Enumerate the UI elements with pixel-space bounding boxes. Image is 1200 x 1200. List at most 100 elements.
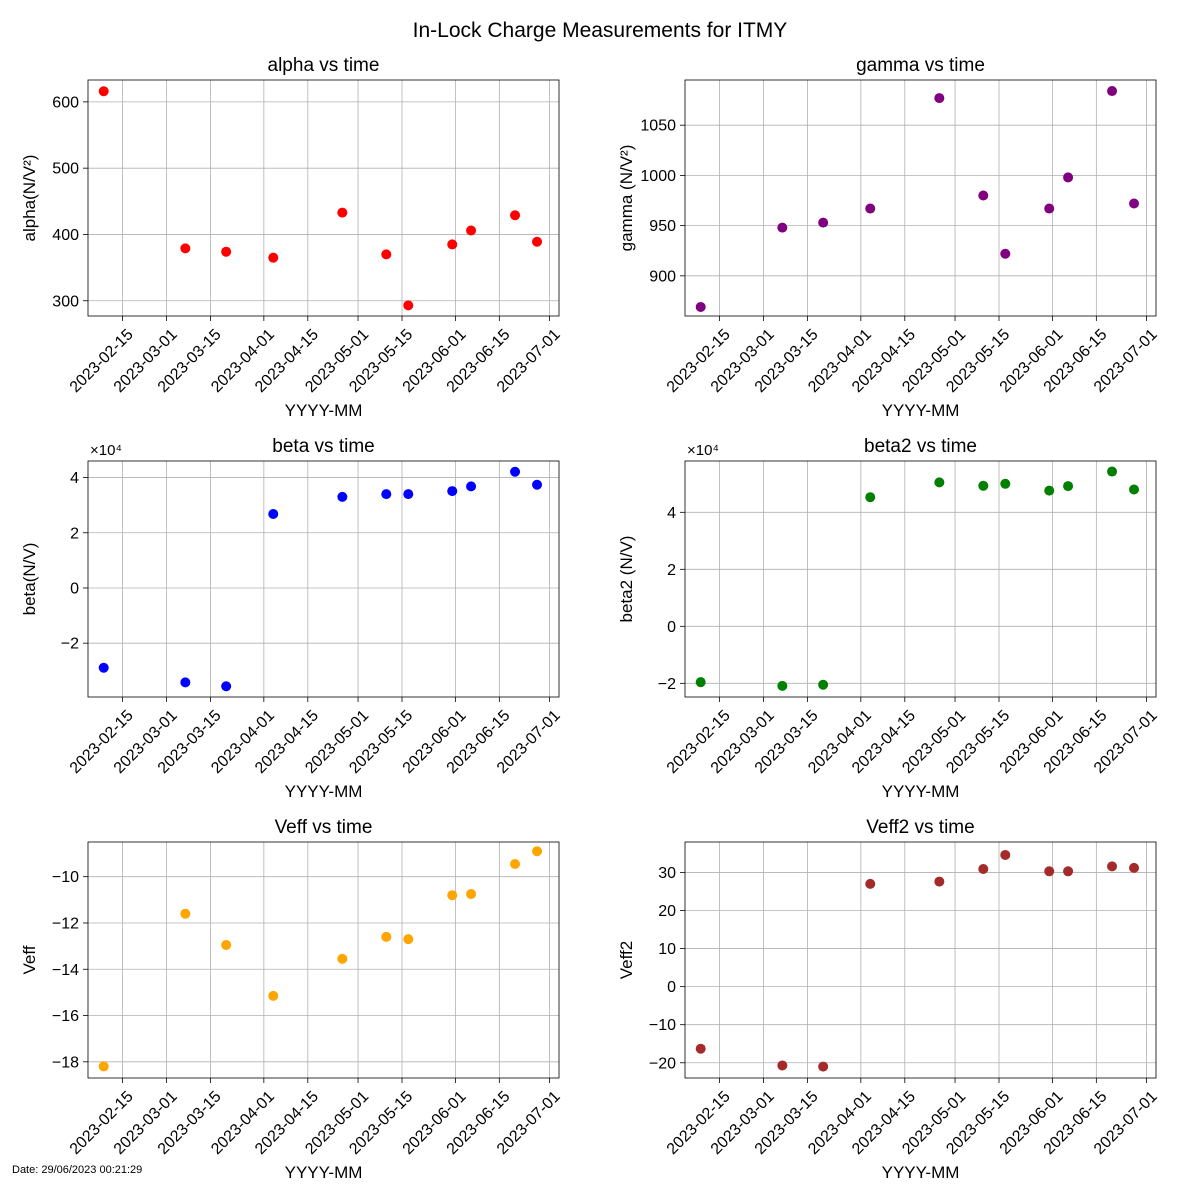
data-point [447,890,458,901]
data-point [818,679,829,690]
data-point [1063,866,1074,877]
data-point [337,953,348,964]
data-point [978,864,989,875]
data-point [1063,172,1074,183]
x-axis-label: YYYY-MM [882,401,960,420]
y-tick-label: 4 [70,470,79,487]
y-axis-label: gamma (N/V²) [617,145,636,252]
y-axis-label: Veff [20,945,39,974]
data-point [98,662,109,673]
data-point [777,680,788,691]
y-axis-label: alpha(N/V²) [20,155,39,242]
y-tick-label: 400 [52,227,79,244]
x-axis-label: YYYY-MM [882,782,960,801]
data-point [865,878,876,889]
data-point [221,939,232,950]
y-tick-label: −10 [649,1017,676,1034]
data-point [337,491,348,502]
y-tick-label: 4 [667,505,676,522]
data-point [1107,86,1118,97]
data-point [865,492,876,503]
data-point [1044,203,1055,214]
y-axis-label: beta2 (N/V) [617,536,636,623]
y-tick-label: −18 [52,1054,79,1071]
data-point [466,481,477,492]
plot-frame [87,79,560,317]
y-tick-label: −14 [52,962,79,979]
y-tick-label: 500 [52,161,79,178]
data-point [510,858,521,869]
y-tick-label: 0 [70,580,79,597]
data-point [1129,484,1140,495]
x-axis-label: YYYY-MM [285,401,363,420]
subplot-3: 2023-02-152023-03-012023-03-152023-04-01… [20,436,564,801]
data-point [532,846,543,857]
data-point [221,246,232,257]
data-point [466,225,477,236]
data-point [777,1060,788,1071]
data-point [268,252,279,263]
data-point [381,249,392,260]
data-point [381,931,392,942]
data-point [978,190,989,201]
y-tick-label: −10 [52,869,79,886]
y-tick-label: 10 [658,941,676,958]
data-point [403,300,414,311]
data-point [180,677,191,688]
y-tick-label: −20 [649,1055,676,1072]
data-point [818,217,829,228]
data-point [1107,466,1118,477]
subplot-title: beta2 vs time [864,436,977,457]
plot-frame [87,841,560,1079]
data-point [268,990,279,1001]
figure-title: In-Lock Charge Measurements for ITMY [412,19,788,42]
data-point [777,222,788,233]
y-tick-label: 2 [70,525,79,542]
data-point [403,934,414,945]
data-point [447,486,458,497]
data-point [1000,849,1011,860]
subplot-5: 2023-02-152023-03-012023-03-152023-04-01… [20,817,564,1182]
data-point [695,677,706,688]
y-tick-label: 30 [658,865,676,882]
data-point [268,508,279,519]
data-point [337,207,348,218]
y-tick-label: 0 [667,619,676,636]
data-point [510,210,521,221]
plot-frame [87,460,560,698]
subplot-title: Veff2 vs time [866,817,974,838]
data-point [1107,861,1118,872]
data-point [381,489,392,500]
y-tick-label: 1050 [640,118,676,135]
data-point [978,480,989,491]
data-point [1000,248,1011,259]
y-tick-label: −2 [61,636,79,653]
data-point [532,236,543,247]
y-axis-multiplier: ×10⁴ [687,442,719,459]
subplot-title: Veff vs time [275,817,373,838]
x-axis-label: YYYY-MM [285,1163,363,1182]
y-tick-label: 950 [649,218,676,235]
data-point [466,889,477,900]
data-point [865,203,876,214]
x-axis-label: YYYY-MM [285,782,363,801]
subplot-title: gamma vs time [856,55,985,76]
subplot-title: beta vs time [272,436,374,457]
data-point [1129,198,1140,209]
y-tick-label: 1000 [640,168,676,185]
subplot-1: 2023-02-152023-03-012023-03-152023-04-01… [20,55,564,420]
y-tick-label: 600 [52,94,79,111]
y-tick-label: 20 [658,903,676,920]
data-point [934,876,945,887]
subplot-2: 2023-02-152023-03-012023-03-152023-04-01… [617,55,1161,420]
data-point [818,1061,829,1072]
data-point [1129,862,1140,873]
data-point [695,301,706,312]
data-point [1000,478,1011,489]
y-tick-label: 2 [667,562,676,579]
data-point [510,466,521,477]
data-point [98,1061,109,1072]
y-tick-label: 300 [52,293,79,310]
subplot-6: 2023-02-152023-03-012023-03-152023-04-01… [617,817,1161,1182]
